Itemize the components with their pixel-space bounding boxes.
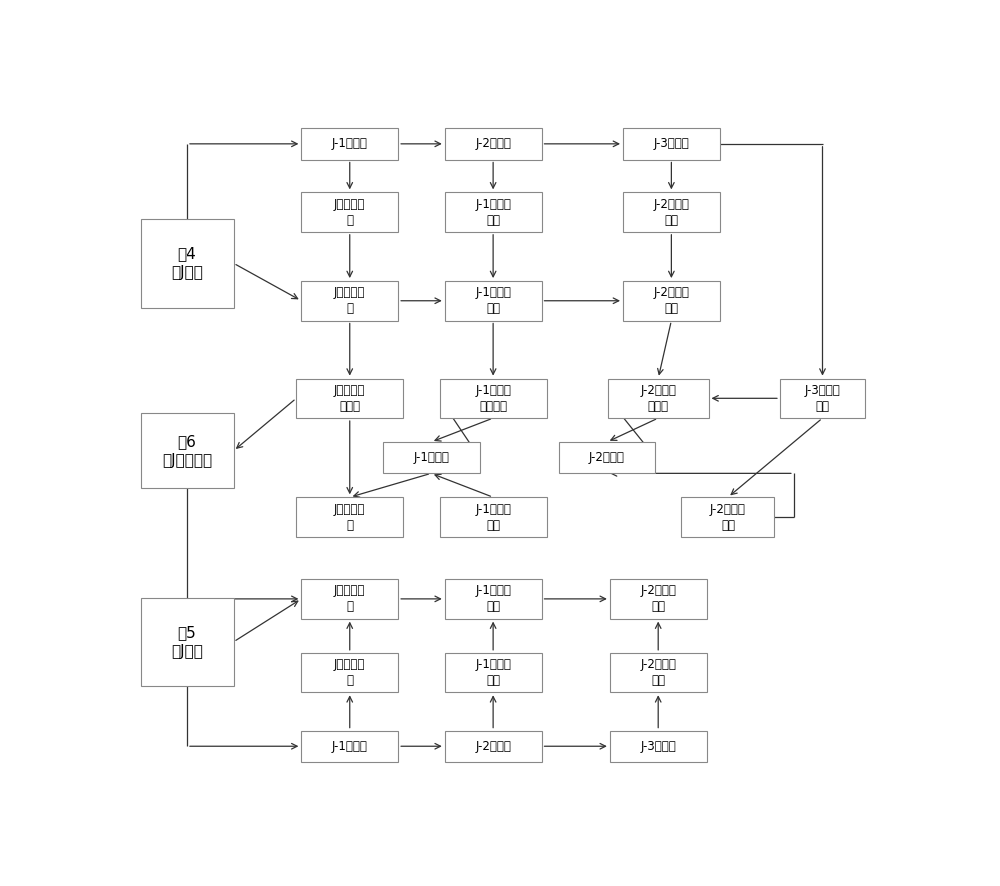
FancyBboxPatch shape <box>140 219 234 307</box>
Text: J-3级近似
融合: J-3级近似 融合 <box>805 384 840 413</box>
FancyBboxPatch shape <box>608 378 709 418</box>
FancyBboxPatch shape <box>301 731 398 762</box>
FancyBboxPatch shape <box>623 281 720 321</box>
Text: J-1级近似: J-1级近似 <box>332 740 368 753</box>
Text: J级融合预
测: J级融合预 测 <box>334 502 365 532</box>
Text: J级近似估
计: J级近似估 计 <box>334 658 365 687</box>
FancyBboxPatch shape <box>296 497 403 537</box>
FancyBboxPatch shape <box>610 653 707 692</box>
FancyBboxPatch shape <box>140 597 234 687</box>
FancyBboxPatch shape <box>440 497 547 537</box>
Text: J-1级预测
残差融合: J-1级预测 残差融合 <box>475 384 511 413</box>
Text: J-1级融合: J-1级融合 <box>413 451 449 464</box>
Text: J-3级近似: J-3级近似 <box>654 137 689 151</box>
FancyBboxPatch shape <box>623 128 720 159</box>
Text: J级预测残
差: J级预测残 差 <box>334 585 365 613</box>
FancyBboxPatch shape <box>383 442 480 473</box>
FancyBboxPatch shape <box>140 413 234 488</box>
Text: J-3级近似: J-3级近似 <box>640 740 676 753</box>
Text: J-1级融合
预测: J-1级融合 预测 <box>475 502 511 532</box>
FancyBboxPatch shape <box>301 128 398 159</box>
Text: 图6
（J级融合）: 图6 （J级融合） <box>162 434 212 468</box>
FancyBboxPatch shape <box>623 192 720 232</box>
FancyBboxPatch shape <box>445 731 542 762</box>
FancyBboxPatch shape <box>301 281 398 321</box>
Text: J-2级近似
估计: J-2级近似 估计 <box>653 198 689 227</box>
Text: J-2级融合: J-2级融合 <box>589 451 625 464</box>
FancyBboxPatch shape <box>610 579 707 618</box>
FancyBboxPatch shape <box>445 579 542 618</box>
Text: J-1级预测
残差: J-1级预测 残差 <box>475 286 511 315</box>
Text: J-1级近似
估计: J-1级近似 估计 <box>475 198 511 227</box>
FancyBboxPatch shape <box>301 579 398 618</box>
FancyBboxPatch shape <box>445 128 542 159</box>
Text: J级预测残
差融合: J级预测残 差融合 <box>334 384 365 413</box>
Text: 图4
（J级）: 图4 （J级） <box>171 246 203 280</box>
FancyBboxPatch shape <box>445 192 542 232</box>
Text: J-2级近似: J-2级近似 <box>475 137 511 151</box>
Text: J级近似估
计: J级近似估 计 <box>334 198 365 227</box>
FancyBboxPatch shape <box>440 378 547 418</box>
FancyBboxPatch shape <box>301 653 398 692</box>
FancyBboxPatch shape <box>610 731 707 762</box>
Text: J-2级近似
估计: J-2级近似 估计 <box>640 658 676 687</box>
Text: J-1级近似: J-1级近似 <box>332 137 368 151</box>
FancyBboxPatch shape <box>559 442 655 473</box>
Text: 图5
（J级）: 图5 （J级） <box>171 625 203 658</box>
FancyBboxPatch shape <box>445 653 542 692</box>
FancyBboxPatch shape <box>296 378 403 418</box>
Text: J级预测残
差: J级预测残 差 <box>334 286 365 315</box>
Text: J-1级预测
残差: J-1级预测 残差 <box>475 585 511 613</box>
FancyBboxPatch shape <box>780 378 865 418</box>
Text: J-2级预测
残差: J-2级预测 残差 <box>653 286 689 315</box>
Text: J-1级近似
估计: J-1级近似 估计 <box>475 658 511 687</box>
Text: J-2级近似: J-2级近似 <box>475 740 511 753</box>
Text: J-2预测残
差融合: J-2预测残 差融合 <box>640 384 676 413</box>
FancyBboxPatch shape <box>301 192 398 232</box>
Text: J-2级预测
残差: J-2级预测 残差 <box>640 585 676 613</box>
FancyBboxPatch shape <box>445 281 542 321</box>
FancyBboxPatch shape <box>681 497 774 537</box>
Text: J-2级融合
预测: J-2级融合 预测 <box>710 502 746 532</box>
